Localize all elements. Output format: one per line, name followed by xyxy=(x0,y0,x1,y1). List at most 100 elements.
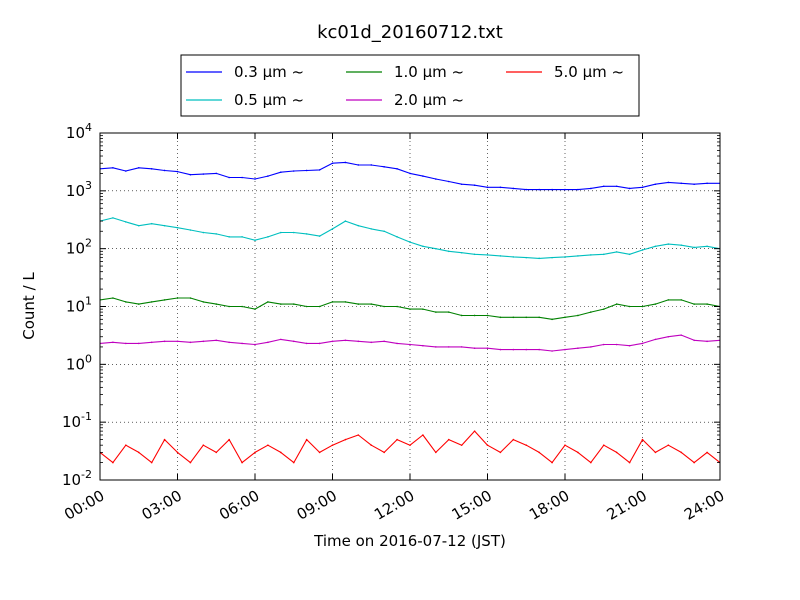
data-point xyxy=(241,176,243,179)
data-point xyxy=(318,169,321,171)
data-point xyxy=(370,444,373,446)
y-tick-exponent: 0 xyxy=(85,352,92,365)
data-point xyxy=(447,438,450,441)
data-point xyxy=(486,254,489,256)
data-point xyxy=(280,451,282,454)
y-tick-label: 10-2 xyxy=(62,468,92,489)
data-point xyxy=(422,175,424,177)
data-point xyxy=(292,461,295,464)
y-tick-base: 10 xyxy=(66,298,85,316)
data-point xyxy=(370,164,373,166)
data-point xyxy=(641,249,644,251)
data-point xyxy=(267,175,269,177)
data-point xyxy=(680,451,683,454)
data-point xyxy=(176,297,179,299)
data-point xyxy=(112,461,114,464)
data-point xyxy=(460,346,463,348)
data-point xyxy=(305,169,308,172)
data-point xyxy=(577,451,579,454)
data-point xyxy=(215,451,218,454)
data-point xyxy=(137,224,140,227)
data-point xyxy=(150,222,153,225)
data-point xyxy=(254,308,256,310)
data-point xyxy=(125,170,127,172)
data-point xyxy=(654,451,657,454)
plot-area: 00:00 03:00 06:00 09:00 12:00 15:00 18:00 21:00… xyxy=(61,121,727,524)
data-point xyxy=(473,184,476,187)
data-point xyxy=(628,461,631,464)
data-point xyxy=(615,451,618,454)
x-tick-label: 09:00 xyxy=(294,487,340,524)
data-point xyxy=(473,314,476,317)
data-point xyxy=(499,255,502,257)
y-tick-label: 101 xyxy=(66,295,92,316)
y-tick-label: 104 xyxy=(66,121,92,142)
data-point xyxy=(396,342,398,345)
data-point xyxy=(202,444,205,446)
y-tick-exponent: 3 xyxy=(85,179,92,192)
data-point xyxy=(228,236,230,238)
data-point xyxy=(564,444,566,446)
data-point xyxy=(318,305,321,308)
data-point xyxy=(680,244,683,246)
y-tick-base: 10 xyxy=(66,182,85,200)
data-point xyxy=(254,343,256,346)
data-point xyxy=(693,183,695,186)
data-point xyxy=(267,444,269,446)
data-point xyxy=(331,444,334,446)
data-point xyxy=(409,444,411,446)
y-tick-label: 100 xyxy=(66,352,92,373)
data-point xyxy=(499,186,502,189)
data-point xyxy=(564,348,566,351)
data-point xyxy=(577,188,579,191)
data-point xyxy=(628,253,631,256)
data-point xyxy=(176,340,179,343)
data-point xyxy=(280,338,282,341)
data-point xyxy=(305,233,308,235)
data-point xyxy=(512,256,515,258)
data-point xyxy=(693,461,695,464)
data-point xyxy=(331,301,334,303)
data-point xyxy=(499,348,502,351)
data-point xyxy=(486,314,489,317)
y-tick-base: 10 xyxy=(62,471,81,489)
data-point xyxy=(202,301,205,303)
legend-label-5: 5.0 μm ~ xyxy=(554,63,624,81)
data-point xyxy=(499,316,502,319)
data-point xyxy=(176,451,179,454)
data-point xyxy=(112,217,114,219)
data-point xyxy=(422,245,424,248)
data-point xyxy=(228,438,230,441)
data-point xyxy=(150,168,153,170)
data-point xyxy=(602,343,605,346)
y-tick-exponent: -1 xyxy=(81,410,92,423)
data-point xyxy=(590,187,592,190)
data-point xyxy=(241,461,243,464)
data-point xyxy=(641,438,644,441)
data-point xyxy=(357,340,360,343)
data-point xyxy=(435,311,437,313)
data-point xyxy=(486,444,489,446)
legend-label-2: 0.5 μm ~ xyxy=(234,91,304,109)
data-point xyxy=(706,303,708,305)
data-point xyxy=(254,178,256,180)
data-point xyxy=(577,314,579,317)
data-point xyxy=(706,340,708,343)
data-point xyxy=(590,254,592,256)
data-point xyxy=(667,243,670,245)
data-point xyxy=(228,305,230,308)
data-point xyxy=(486,347,489,350)
y-tick-base: 10 xyxy=(66,240,85,258)
data-point xyxy=(280,171,282,173)
data-point xyxy=(383,230,385,233)
data-point xyxy=(641,305,644,308)
data-point xyxy=(512,187,515,190)
data-point xyxy=(176,226,179,229)
data-point xyxy=(396,438,398,441)
data-point xyxy=(435,178,437,180)
data-point xyxy=(590,461,592,464)
data-point xyxy=(267,236,269,238)
data-point xyxy=(615,251,618,253)
data-point xyxy=(680,299,683,301)
legend-label-3: 1.0 μm ~ xyxy=(394,63,464,81)
